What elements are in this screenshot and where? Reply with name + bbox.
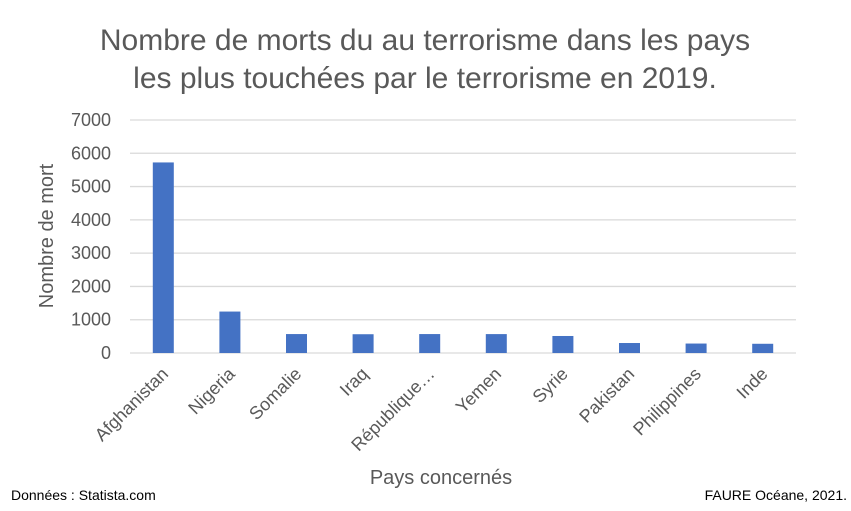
author-credit: FAURE Océane, 2021. bbox=[704, 487, 847, 503]
y-axis-label: Nombre de mort bbox=[36, 163, 58, 308]
x-tick-label: Iraq bbox=[336, 364, 372, 400]
data-source-note: Données : Statista.com bbox=[11, 487, 156, 503]
y-tick-label: 4000 bbox=[71, 210, 111, 230]
bar-pakistan bbox=[619, 343, 640, 353]
y-tick-label: 5000 bbox=[71, 177, 111, 197]
x-tick-label: Philippines bbox=[629, 364, 705, 440]
x-tick-label: Syrie bbox=[529, 364, 572, 407]
chart-title-line-2: les plus touchées par le terrorisme en 2… bbox=[133, 62, 717, 95]
bar-inde bbox=[752, 343, 774, 353]
x-tick-label: Nigeria bbox=[184, 363, 239, 418]
bar-afghanistan bbox=[152, 162, 174, 353]
bar-philippines bbox=[685, 343, 707, 353]
y-tick-label: 3000 bbox=[71, 243, 111, 263]
bar-syrie bbox=[552, 335, 574, 353]
bar-yemen bbox=[485, 334, 507, 353]
bars bbox=[152, 162, 774, 353]
x-tick-label: Afghanistan bbox=[91, 364, 172, 445]
gridlines bbox=[130, 119, 796, 354]
y-tick-label: 0 bbox=[101, 343, 111, 363]
chart-title-line-1: Nombre de morts du au terrorisme dans le… bbox=[100, 24, 750, 57]
y-tick-label: 6000 bbox=[71, 143, 111, 163]
x-tick-label: Somalie bbox=[245, 364, 305, 424]
x-axis-label: Pays concernés bbox=[370, 467, 512, 489]
bar-somalie bbox=[286, 334, 307, 353]
bar-rpublique bbox=[419, 334, 441, 353]
y-tick-label: 1000 bbox=[71, 310, 111, 330]
bar-nigeria bbox=[219, 311, 241, 353]
y-tick-label: 7000 bbox=[71, 110, 111, 130]
x-tick-label: Yemen bbox=[452, 364, 505, 417]
y-axis-ticks: 0 1000 2000 3000 4000 5000 6000 7000 bbox=[71, 110, 111, 363]
y-tick-label: 2000 bbox=[71, 276, 111, 296]
chart-title: Nombre de morts du au terrorisme dans le… bbox=[100, 24, 750, 95]
x-axis-ticks: Afghanistan Nigeria Somalie IraqRépublique…… bbox=[91, 363, 772, 455]
x-tick-label: Inde bbox=[733, 364, 772, 403]
bar-iraq bbox=[352, 334, 374, 353]
x-tick-label: Pakistan bbox=[575, 364, 638, 427]
